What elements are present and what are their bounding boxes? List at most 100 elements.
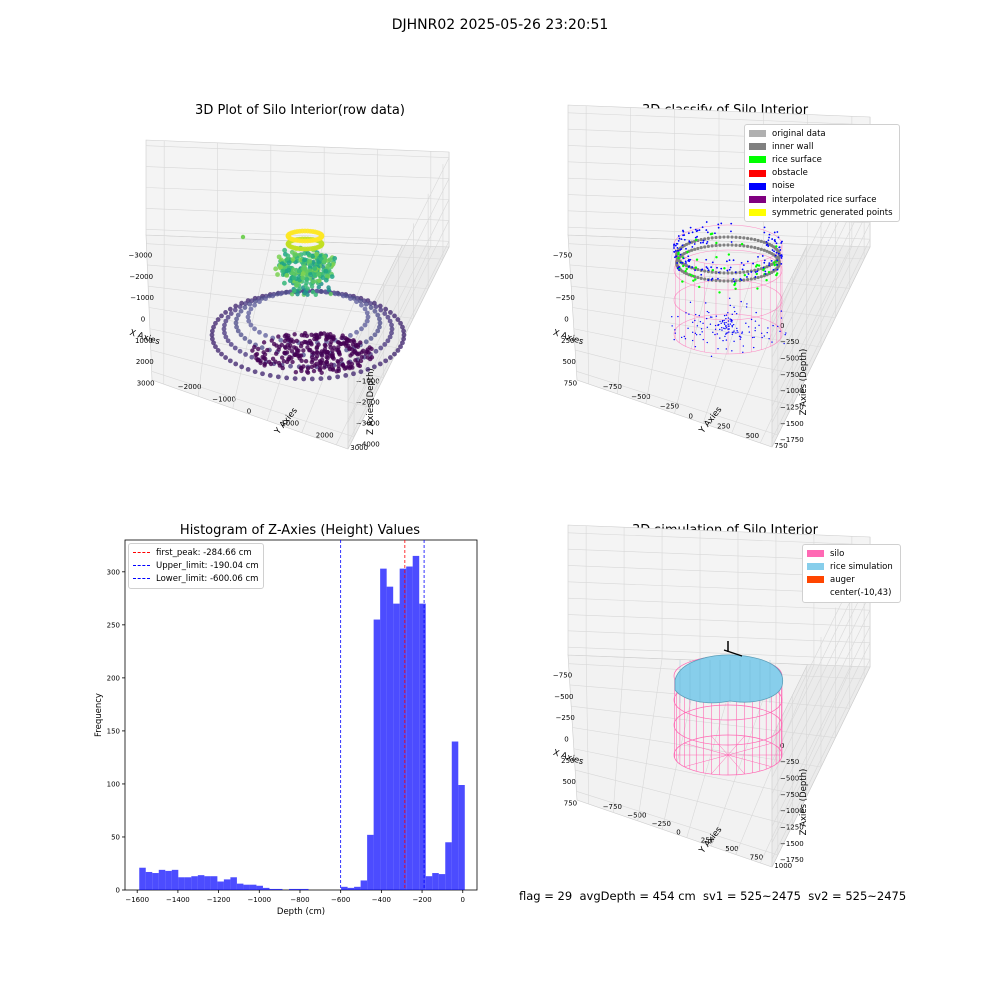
y-tick-label: 0 — [676, 828, 680, 836]
data-point — [767, 332, 768, 333]
data-point — [746, 276, 748, 278]
data-point — [216, 317, 221, 322]
data-point — [693, 248, 696, 251]
data-point — [692, 340, 693, 341]
data-point — [765, 273, 767, 275]
histogram-bar — [243, 885, 250, 890]
data-point — [771, 341, 772, 342]
data-point — [681, 280, 683, 282]
data-point — [758, 264, 760, 266]
plot2-legend-item: symmetric generated points — [749, 206, 895, 219]
data-point — [750, 237, 753, 240]
data-point — [714, 232, 716, 234]
data-point — [783, 343, 784, 344]
data-point — [284, 273, 289, 278]
data-point — [383, 307, 388, 312]
data-point — [746, 270, 749, 273]
data-point — [712, 269, 714, 271]
data-point — [335, 348, 339, 352]
legend-swatch — [749, 130, 766, 137]
data-point — [750, 277, 753, 280]
data-point — [373, 332, 378, 337]
z-tick-label: −500 — [780, 354, 799, 362]
x-tick-label: 2000 — [136, 358, 154, 366]
data-point — [733, 278, 735, 280]
data-point — [331, 356, 335, 360]
data-point — [696, 334, 697, 335]
data-point — [695, 239, 697, 241]
data-point — [686, 268, 688, 270]
data-point — [726, 348, 727, 349]
data-point — [727, 312, 728, 313]
histogram-bar — [146, 872, 153, 890]
data-point — [694, 278, 696, 280]
data-point — [763, 267, 765, 269]
data-point — [249, 307, 254, 312]
data-point — [780, 263, 782, 265]
data-point — [674, 339, 675, 340]
data-point — [700, 321, 701, 322]
data-point — [742, 331, 743, 332]
data-point — [302, 340, 306, 344]
data-point — [299, 353, 303, 357]
data-point — [260, 371, 265, 376]
data-point — [685, 262, 687, 264]
data-point — [734, 236, 737, 239]
data-point — [341, 363, 345, 367]
data-point — [373, 309, 378, 314]
data-point — [324, 355, 328, 359]
data-point — [680, 254, 682, 256]
data-point — [731, 321, 732, 322]
data-point — [728, 328, 729, 329]
data-point — [729, 269, 731, 271]
data-point — [318, 361, 322, 365]
x-tick-label: −750 — [553, 672, 572, 680]
data-point — [718, 227, 720, 229]
data-point — [729, 298, 730, 299]
data-point — [726, 314, 727, 315]
data-point — [785, 332, 786, 333]
data-point — [318, 368, 322, 372]
data-point — [375, 329, 380, 334]
data-point — [689, 273, 691, 275]
data-point — [696, 230, 698, 232]
data-point — [300, 333, 304, 337]
legend-label: Lower_limit: -600.06 cm — [156, 574, 258, 584]
data-point — [388, 310, 393, 315]
data-point — [714, 334, 715, 335]
data-point — [730, 267, 732, 269]
data-point — [687, 328, 688, 329]
plot2-legend: original data inner wall rice surface obsta… — [744, 124, 900, 222]
data-point — [699, 315, 700, 316]
data-point — [702, 226, 704, 228]
histogram-bar — [445, 842, 452, 890]
data-point — [269, 362, 273, 366]
data-point — [329, 340, 333, 344]
data-point — [776, 264, 778, 266]
data-point — [688, 240, 690, 242]
data-point — [733, 324, 734, 325]
legend-label: auger — [830, 575, 855, 585]
legend-label: symmetric generated points — [772, 208, 893, 218]
legend-swatch — [133, 565, 150, 566]
data-point — [677, 268, 679, 270]
x-tick-label: −750 — [553, 252, 572, 260]
data-point — [271, 357, 275, 361]
data-point — [690, 249, 693, 252]
data-point — [722, 340, 723, 341]
data-point — [730, 279, 733, 282]
data-point — [781, 310, 782, 311]
data-point — [761, 333, 762, 334]
data-point — [273, 266, 278, 271]
data-point — [730, 223, 732, 225]
x-tick-label: 500 — [562, 358, 575, 366]
data-point — [263, 296, 268, 301]
data-point — [707, 231, 709, 233]
data-point — [771, 238, 773, 240]
y-tick-label: 150 — [107, 727, 120, 735]
legend-swatch — [749, 170, 766, 177]
data-point — [715, 329, 716, 330]
data-point — [766, 241, 768, 243]
z-tick-label: −4000 — [356, 440, 380, 448]
data-point — [301, 377, 306, 382]
